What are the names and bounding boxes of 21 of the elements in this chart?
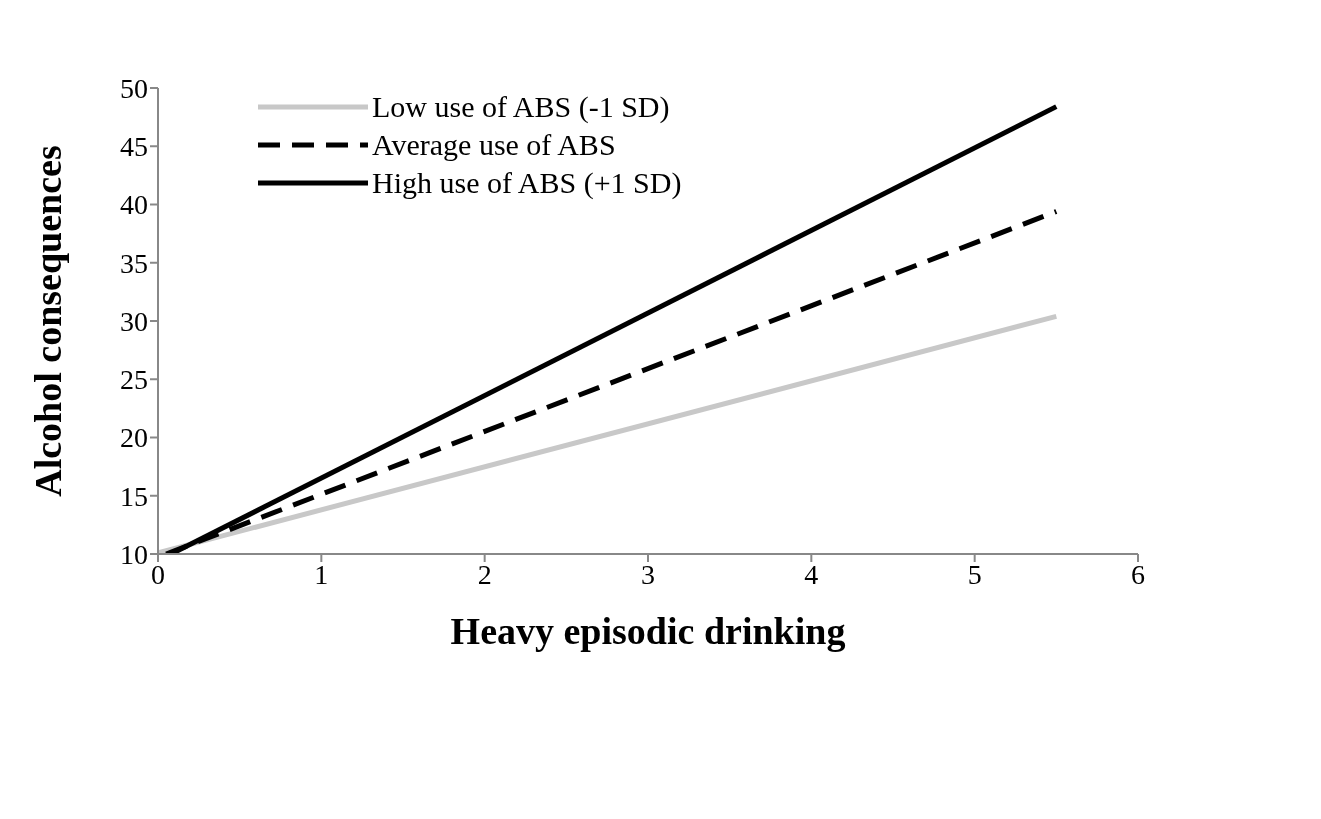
x-tick-label: 2 [477, 558, 492, 590]
y-tick-label: 20 [120, 422, 148, 454]
x-tick-label: 0 [151, 558, 165, 590]
y-tick-label: 15 [120, 480, 148, 512]
y-tick-label: 25 [120, 364, 148, 396]
x-axis-title: Heavy episodic drinking [450, 610, 846, 652]
y-tick-label: 50 [120, 72, 148, 104]
legend-label: Average use of ABS [372, 128, 616, 162]
y-tick-label: 45 [120, 131, 148, 163]
x-tick-label: 6 [1131, 558, 1145, 590]
y-tick-label: 10 [120, 538, 148, 570]
legend-label: High use of ABS (+1 SD) [372, 166, 682, 200]
x-tick-label: 5 [967, 558, 982, 590]
x-tick-label: 3 [641, 558, 655, 590]
y-tick-label: 30 [120, 305, 148, 337]
y-tick-label: 40 [120, 189, 148, 221]
y-tick-label: 35 [120, 247, 148, 279]
y-axis-title: Alcohol consequences [27, 145, 70, 497]
legend-label: Low use of ABS (-1 SD) [372, 90, 670, 124]
x-tick-label: 4 [804, 558, 819, 590]
x-tick-label: 1 [314, 558, 329, 590]
